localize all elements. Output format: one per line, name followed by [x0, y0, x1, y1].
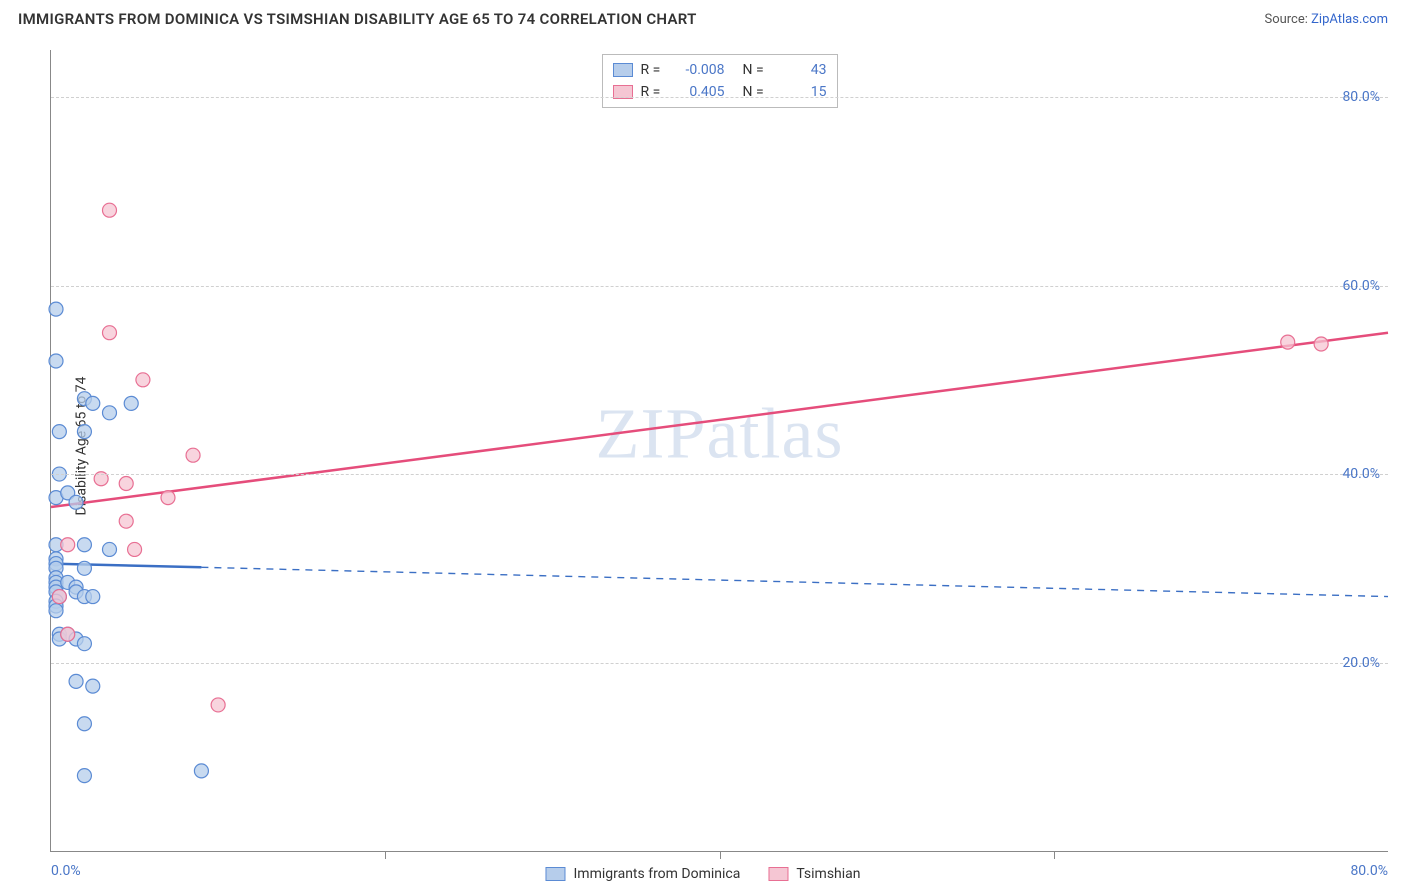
y-tick-label: 80.0% — [1342, 89, 1380, 105]
series-swatch — [545, 867, 565, 881]
n-value: 43 — [777, 59, 827, 81]
n-value: 15 — [777, 81, 827, 103]
y-tick-label: 20.0% — [1342, 655, 1380, 671]
gridline — [51, 97, 1388, 98]
series-swatch — [613, 63, 633, 77]
chart-plot-area: ZIPatlas R = -0.008 N = 43 R = 0.405 N =… — [50, 50, 1388, 852]
x-tick-label: 80.0% — [1350, 863, 1388, 879]
r-value: 0.405 — [675, 81, 725, 103]
r-value: -0.008 — [675, 59, 725, 81]
r-label: R = — [641, 81, 667, 103]
legend-label: Tsimshian — [796, 866, 860, 882]
legend-item: Tsimshian — [768, 866, 860, 882]
x-tick — [385, 851, 386, 859]
legend-stats-box: R = -0.008 N = 43 R = 0.405 N = 15 — [602, 54, 838, 108]
chart-title: IMMIGRANTS FROM DOMINICA VS TSIMSHIAN DI… — [18, 10, 697, 28]
r-label: R = — [641, 59, 667, 81]
n-label: N = — [743, 81, 769, 103]
source-link[interactable]: ZipAtlas.com — [1311, 12, 1388, 27]
series-swatch — [768, 867, 788, 881]
x-tick — [1054, 851, 1055, 859]
n-label: N = — [743, 59, 769, 81]
legend-stats-row: R = -0.008 N = 43 — [613, 59, 827, 81]
legend-item: Immigrants from Dominica — [545, 866, 740, 882]
legend-bottom: Immigrants from Dominica Tsimshian — [545, 866, 860, 882]
source-prefix: Source: — [1264, 12, 1311, 27]
gridline — [51, 286, 1388, 287]
legend-label: Immigrants from Dominica — [573, 866, 740, 882]
y-tick-label: 60.0% — [1342, 278, 1380, 294]
scatter-svg — [51, 50, 1388, 851]
gridline — [51, 663, 1388, 664]
gridline — [51, 474, 1388, 475]
legend-stats-row: R = 0.405 N = 15 — [613, 81, 827, 103]
y-tick-label: 40.0% — [1342, 466, 1380, 482]
source-attribution: Source: ZipAtlas.com — [1264, 12, 1388, 27]
x-tick — [720, 851, 721, 859]
x-tick-label: 0.0% — [51, 863, 81, 879]
